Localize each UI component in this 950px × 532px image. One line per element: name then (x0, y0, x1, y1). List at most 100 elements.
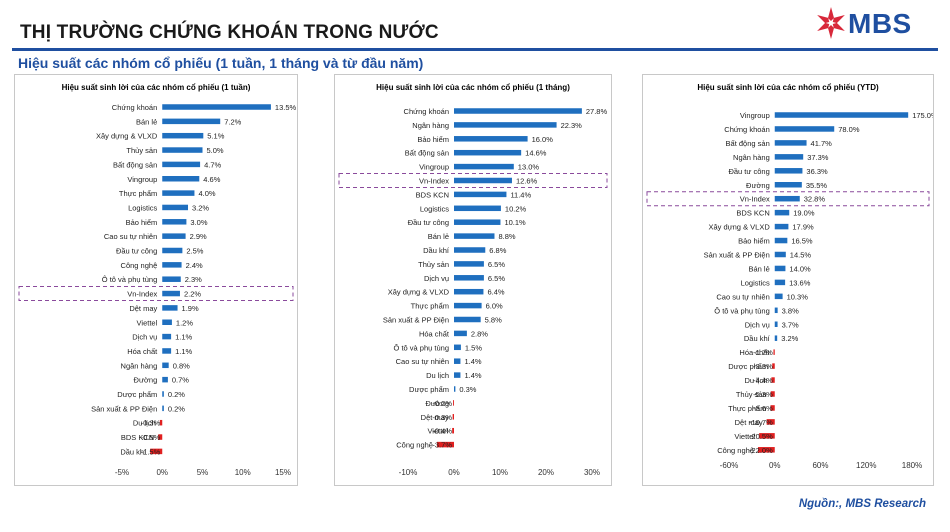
category-label: BDS KCN (416, 190, 449, 199)
category-label: Xây dựng & VLXD (96, 132, 158, 141)
bar (774, 209, 790, 216)
category-label: Dược phẩm (409, 385, 449, 394)
category-label: Thực phẩm (119, 189, 157, 198)
bar (162, 391, 164, 397)
bar (452, 427, 454, 434)
value-label: 1.4% (464, 371, 481, 380)
value-label: 2.8% (471, 329, 488, 338)
category-label: Vingroup (419, 163, 449, 172)
bar (162, 161, 201, 168)
value-label: 0.3% (459, 385, 476, 394)
value-label: 7.2% (224, 117, 241, 126)
value-label: 13.5% (275, 103, 297, 112)
category-label: Du lịch (133, 419, 156, 428)
value-label: 10.2% (505, 204, 527, 213)
value-label: 13.6% (789, 278, 811, 287)
category-label: Sản xuất & PP Điện (383, 316, 449, 325)
bar (766, 419, 775, 425)
value-label: 14.6% (525, 149, 547, 158)
category-label: BDS KCN (121, 433, 154, 442)
value-label: 1.2% (176, 318, 193, 327)
value-label: -0.3% (432, 413, 452, 422)
value-label: -0.3% (141, 419, 161, 428)
category-label: Hóa chất (127, 347, 158, 356)
category-label: Xây dựng & VLXD (708, 223, 770, 232)
bar (162, 147, 203, 153)
bar (454, 275, 484, 281)
category-label: Công nghệ (396, 441, 433, 450)
category-label: Logistics (420, 204, 449, 213)
bar (162, 204, 189, 211)
bar (454, 247, 486, 253)
value-label: 5.1% (207, 132, 224, 141)
category-label: Thực phẩm (411, 302, 449, 311)
logo-text: MBS (848, 8, 912, 39)
category-label: Cao su tự nhiên (396, 357, 449, 366)
category-label: Dệt may (129, 304, 157, 313)
value-label: 11.4% (510, 190, 531, 199)
x-tick-label: 0% (156, 468, 168, 477)
category-label: Dầu khí (423, 246, 450, 255)
value-label: -1.7% (753, 348, 773, 357)
bar (773, 349, 775, 355)
category-label: Dầu khí (744, 334, 771, 343)
chart-title: Hiệu suất sinh lời của các nhóm cổ phiếu… (697, 83, 879, 92)
category-label: Đầu tư công (728, 167, 769, 176)
category-label: Đường (134, 376, 158, 385)
bar (759, 433, 775, 439)
x-tick-label: -60% (720, 461, 739, 470)
value-label: 0.2% (168, 404, 185, 413)
category-label: Bất động sản (113, 160, 157, 169)
bar (454, 358, 461, 364)
bar (162, 290, 180, 297)
value-label: 14.5% (790, 251, 812, 260)
bar (162, 262, 182, 268)
chart-panel-1-week: Hiệu suất sinh lời của các nhóm cổ phiếu… (14, 74, 298, 486)
value-label: 10.1% (504, 218, 526, 227)
bar (757, 447, 775, 453)
chart-ytd: Hiệu suất sinh lời của các nhóm cổ phiếu… (646, 83, 933, 470)
value-label: 3.2% (781, 334, 798, 343)
value-label: -0.4% (432, 427, 452, 436)
category-label: Dịch vụ (745, 320, 770, 329)
x-tick-label: 120% (856, 461, 876, 470)
bar (774, 265, 786, 272)
category-label: BDS KCN (736, 209, 769, 218)
value-label: 36.3% (806, 167, 828, 176)
category-label: Dịch vụ (132, 333, 157, 342)
value-label: 10.3% (787, 292, 809, 301)
bar (774, 237, 788, 244)
bar (454, 177, 512, 184)
category-label: Bán lẻ (136, 117, 157, 126)
bar (162, 362, 169, 369)
category-label: Dược phẩm (117, 390, 157, 399)
value-label: 4.0% (198, 189, 215, 198)
value-label: 2.5% (186, 247, 203, 256)
category-label: Cao su tự nhiên (104, 232, 157, 241)
value-label: 175.0% (912, 111, 933, 120)
value-label: -3.7% (432, 441, 452, 450)
category-label: Chứng khoán (724, 125, 769, 134)
category-label: Thực phẩm (728, 404, 766, 413)
value-label: 0.2% (168, 390, 185, 399)
value-label: 6.5% (488, 274, 505, 283)
bar (162, 305, 178, 311)
value-label: 16.0% (532, 135, 554, 144)
category-label: Viettel (137, 318, 158, 327)
category-label: Ngân hàng (412, 121, 449, 130)
value-label: 27.8% (586, 107, 608, 116)
category-label: Công nghệ (121, 261, 158, 270)
value-label: -4.4% (753, 376, 773, 385)
category-label: Thủy sản (126, 146, 157, 155)
category-label: Hóa chất (419, 329, 450, 338)
value-label: 2.3% (185, 275, 202, 284)
bar (774, 307, 778, 314)
bar (774, 168, 803, 174)
bar (454, 191, 507, 198)
bar (770, 405, 775, 411)
bar (454, 302, 482, 309)
highlight-box (646, 191, 930, 207)
x-tick-label: 5% (197, 468, 209, 477)
bar (774, 223, 789, 230)
bar (162, 176, 200, 182)
